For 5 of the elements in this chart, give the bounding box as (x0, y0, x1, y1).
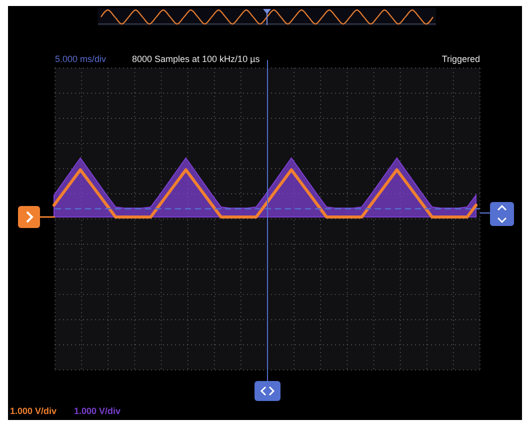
text: 1.000 V/div (10, 406, 57, 416)
chart-subtitle: 8000 Samples at 100 kHz/10 µs (132, 54, 260, 64)
text: 5.000 ms/div (55, 54, 107, 64)
text: 1.000 V/div (74, 406, 121, 416)
text: Triggered (442, 54, 480, 64)
